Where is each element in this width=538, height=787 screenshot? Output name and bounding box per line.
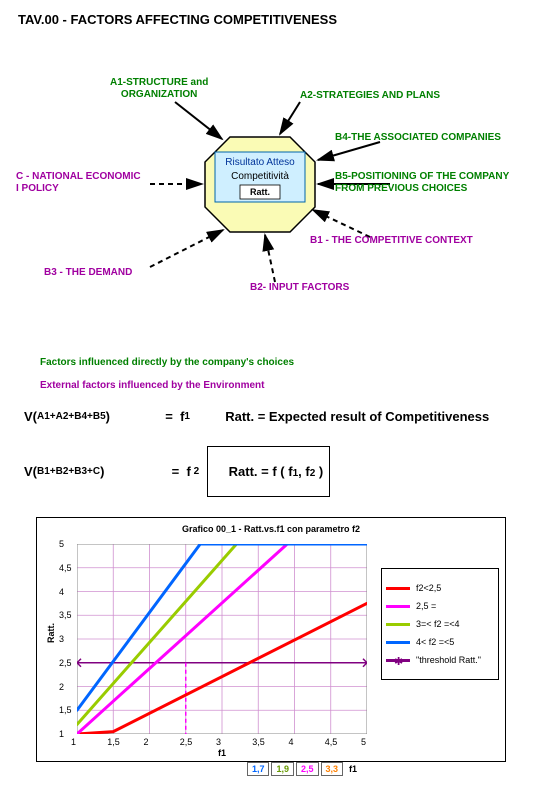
label-b5: B5-POSITIONING OF THE COMPANYFROM PREVIO… [335,171,509,195]
label-b1: B1 - THE COMPETITIVE CONTEXT [310,235,473,247]
svg-text:Risultato Atteso: Risultato Atteso [225,157,295,168]
chart-plot [77,544,367,734]
legend-company: Factors influenced directly by the compa… [40,357,538,368]
page-title: TAV.00 - FACTORS AFFECTING COMPETITIVENE… [0,0,538,27]
label-b2: B2- INPUT FACTORS [250,282,349,294]
chart-container: Grafico 00_1 - Ratt.vs.f1 con parametro … [36,517,506,762]
label-a2: A2-STRATEGIES AND PLANS [300,90,440,102]
y-axis-label: Ratt. [46,623,56,643]
formula-row-1: V(A1+A2+B4+B5) = f1 Ratt. = Expected res… [24,409,538,424]
diagram-svg: Risultato Atteso Competitività Ratt. [0,77,538,347]
label-b3: B3 - THE DEMAND [44,267,132,279]
chart-legend: f2<2,52,5 =3=< f2 =<44< f2 =<5✱"threshol… [381,568,499,680]
legend-environment: External factors influenced by the Envir… [40,380,538,391]
factors-diagram: Risultato Atteso Competitività Ratt. A1-… [0,77,538,347]
label-a1: A1-STRUCTURE andORGANIZATION [110,77,208,101]
svg-text:Ratt.: Ratt. [250,187,270,197]
boxed-formula: Ratt. = f ( f1, f2 ) [207,446,330,497]
label-b4: B4-THE ASSOCIATED COMPANIES [335,132,501,144]
f1-value-boxes: 1,71,92,53,3f1 [70,762,538,776]
formula-row-2: V(B1+B2+B3+C) = f 2 Ratt. = f ( f1, f2 ) [24,446,538,497]
chart-title: Grafico 00_1 - Ratt.vs.f1 con parametro … [37,518,505,534]
label-c: C - NATIONAL ECONOMICI POLICY [16,171,141,195]
svg-text:Competitività: Competitività [231,171,289,182]
